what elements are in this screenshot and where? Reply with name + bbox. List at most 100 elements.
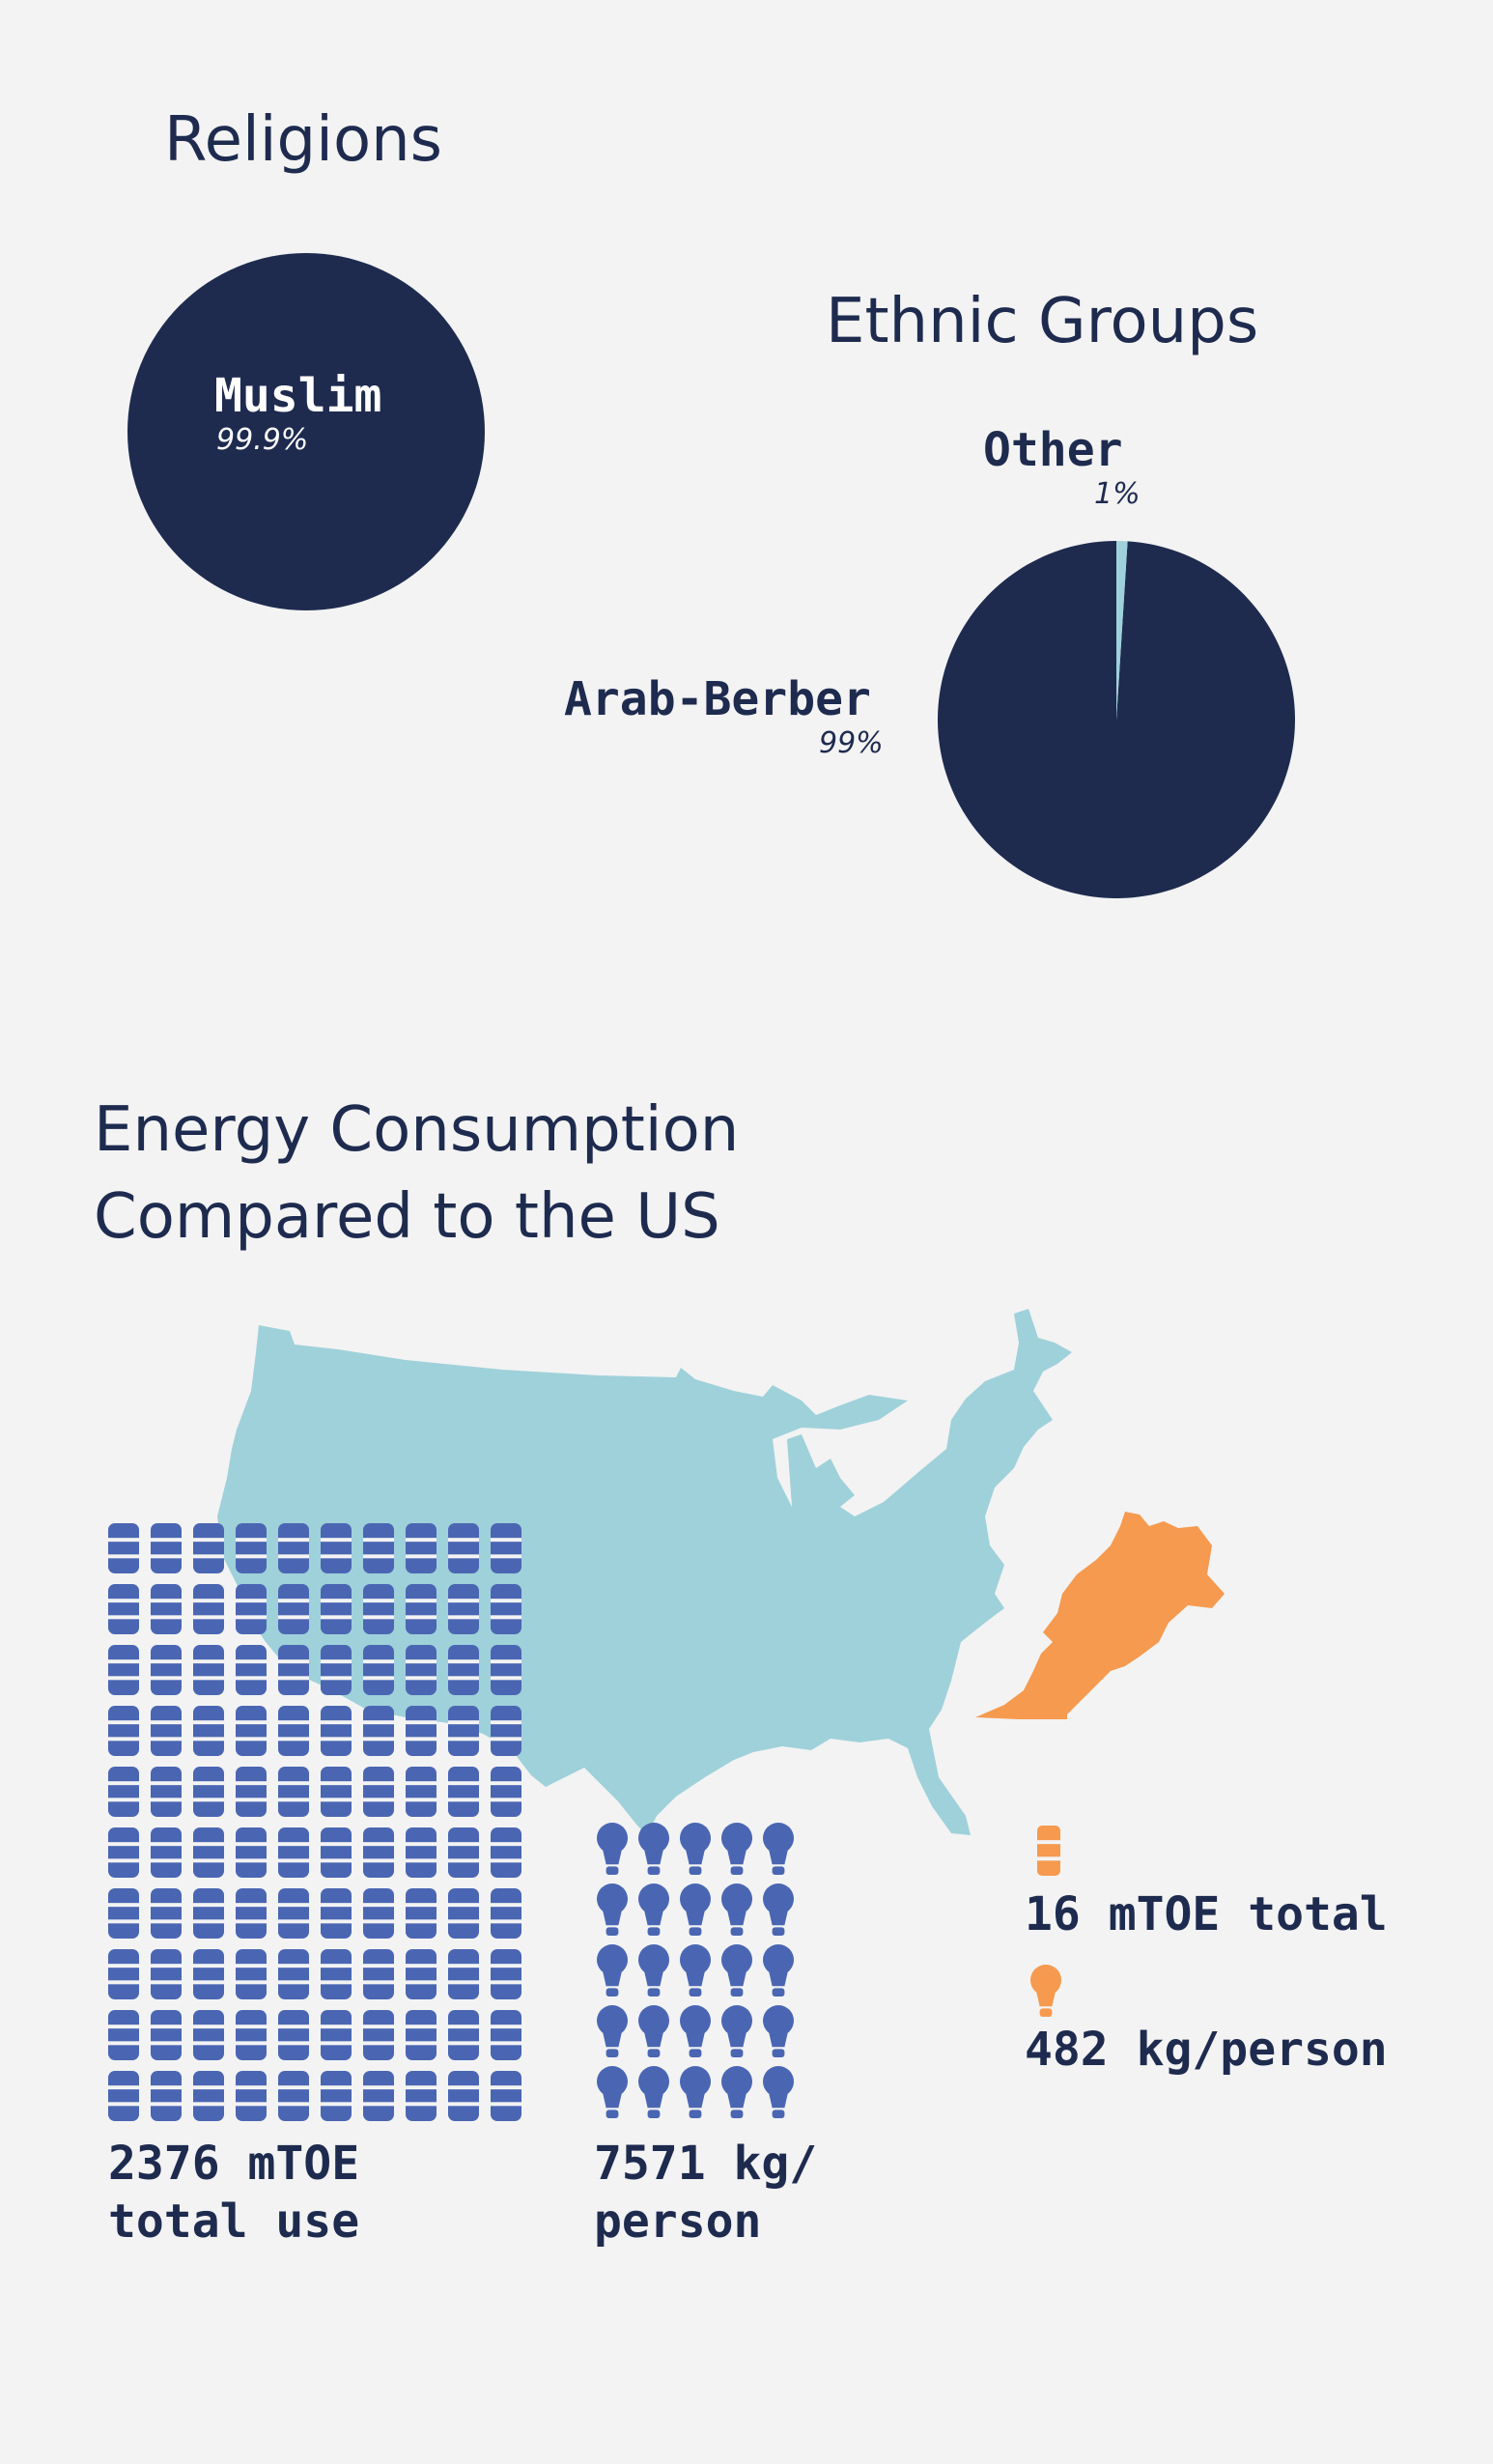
us-bulb-icon [638, 1883, 669, 1936]
us-barrel-icon [406, 1888, 437, 1939]
us-bulb-icon [721, 1883, 752, 1936]
us-barrel-icon [236, 1949, 267, 1999]
us-barrel-icon [236, 1827, 267, 1878]
us-bulb-icon [597, 2066, 628, 2118]
us-barrel-icon [491, 1827, 521, 1878]
ethnic-groups-title: Ethnic Groups [826, 286, 1259, 357]
us-barrel-icon [193, 2071, 224, 2121]
us-bulb-icon [680, 1944, 711, 1997]
us-barrel-icon [491, 1523, 521, 1573]
us-barrel-icon [278, 2071, 309, 2121]
us-barrel-icon [406, 1767, 437, 1817]
us-barrel-icon [278, 1584, 309, 1634]
us-barrel-icon [321, 2010, 352, 2060]
us-total-label: 2376 mTOE total use [108, 2137, 360, 2249]
us-barrel-icon [363, 1706, 394, 1756]
us-barrel-icon [363, 2010, 394, 2060]
us-barrel-icon [151, 1888, 182, 1939]
us-barrel-icon [108, 1827, 139, 1878]
pie-percent-muslim: 99.9% [216, 423, 309, 457]
us-bulb-icon [597, 1944, 628, 1997]
us-barrel-icon [278, 1645, 309, 1695]
us-bulb-icon [680, 2005, 711, 2057]
us-barrel-icon [151, 2071, 182, 2121]
pie-label-other: Other [983, 423, 1123, 477]
us-barrel-icon [448, 1706, 479, 1756]
us-barrel-icon [236, 1584, 267, 1634]
us-barrel-icon [363, 1949, 394, 1999]
us-barrel-icon [448, 1584, 479, 1634]
us-barrel-icon [236, 1767, 267, 1817]
us-barrel-icon [278, 1827, 309, 1878]
us-barrel-icon [321, 1827, 352, 1878]
us-barrel-icon [151, 1523, 182, 1573]
us-barrel-icon [491, 1888, 521, 1939]
us-map-shape [217, 1309, 1072, 1835]
us-barrel-icon [491, 1645, 521, 1695]
morocco-bulb-icon [1030, 1965, 1061, 2017]
us-barrel-icon [278, 1523, 309, 1573]
us-barrel-icon [448, 1949, 479, 1999]
us-barrel-icon [321, 1523, 352, 1573]
us-barrel-icon [448, 1645, 479, 1695]
us-barrel-icon [491, 1767, 521, 1817]
us-barrel-icon [491, 1949, 521, 1999]
us-barrel-icon [321, 1888, 352, 1939]
us-barrel-icon [363, 2071, 394, 2121]
us-barrel-icon [278, 2010, 309, 2060]
us-barrel-icon [151, 1949, 182, 1999]
us-bulb-icon [763, 1823, 794, 1875]
us-barrel-icon [406, 2071, 437, 2121]
morocco-total-label: 16 mTOE total [1025, 1887, 1388, 1941]
us-barrel-icon [321, 2071, 352, 2121]
us-barrel-icon [491, 2010, 521, 2060]
us-barrel-icon [406, 1523, 437, 1573]
us-bulb-icon [680, 2066, 711, 2118]
us-barrel-icon [448, 2071, 479, 2121]
us-barrel-icon [321, 1767, 352, 1817]
us-bulb-icon [721, 1823, 752, 1875]
us-barrel-icon [406, 1706, 437, 1756]
us-barrel-icon [193, 1523, 224, 1573]
us-barrel-icon [491, 1584, 521, 1634]
morocco-map-shape [975, 1512, 1225, 1719]
us-barrel-icon [363, 1645, 394, 1695]
us-barrel-icon [321, 1584, 352, 1634]
us-bulb-icon [721, 1944, 752, 1997]
us-barrel-icon [363, 1523, 394, 1573]
us-bulb-icon [597, 1823, 628, 1875]
us-barrel-icon [193, 1888, 224, 1939]
us-barrel-icon [151, 1645, 182, 1695]
us-barrel-icon [193, 1827, 224, 1878]
us-barrel-icon [448, 1767, 479, 1817]
us-barrel-icon [108, 1949, 139, 1999]
pie-label-arab-berber: Arab-Berber [564, 672, 871, 726]
us-barrel-icon [151, 1706, 182, 1756]
us-barrel-icon [406, 1584, 437, 1634]
us-barrel-icon [108, 1888, 139, 1939]
us-bulb-icon [763, 2005, 794, 2057]
us-barrel-icon [448, 1523, 479, 1573]
us-barrel-icon [406, 1949, 437, 1999]
us-barrel-icon [491, 1706, 521, 1756]
pie-slice-arab-berber [938, 541, 1296, 898]
us-bulb-icon [638, 1823, 669, 1875]
us-barrel-icon [406, 1827, 437, 1878]
pie-label-muslim: Muslim [214, 369, 382, 423]
us-barrel-icon [363, 1767, 394, 1817]
us-barrel-icon [108, 1767, 139, 1817]
us-barrel-icon [363, 1584, 394, 1634]
us-bulb-icon [597, 2005, 628, 2057]
us-barrel-icon [278, 1706, 309, 1756]
us-bulb-icon [597, 1883, 628, 1936]
us-per-person-label: 7571 kg/ person [594, 2137, 818, 2249]
us-barrel-icon [151, 1767, 182, 1817]
religions-title: Religions [164, 104, 442, 176]
us-barrel-icon [491, 2071, 521, 2121]
us-barrel-icon [363, 1888, 394, 1939]
us-barrel-icon [108, 2071, 139, 2121]
us-barrel-icon [321, 1949, 352, 1999]
us-barrel-icon [151, 1584, 182, 1634]
us-barrel-icon [278, 1949, 309, 1999]
us-barrel-icon [278, 1767, 309, 1817]
